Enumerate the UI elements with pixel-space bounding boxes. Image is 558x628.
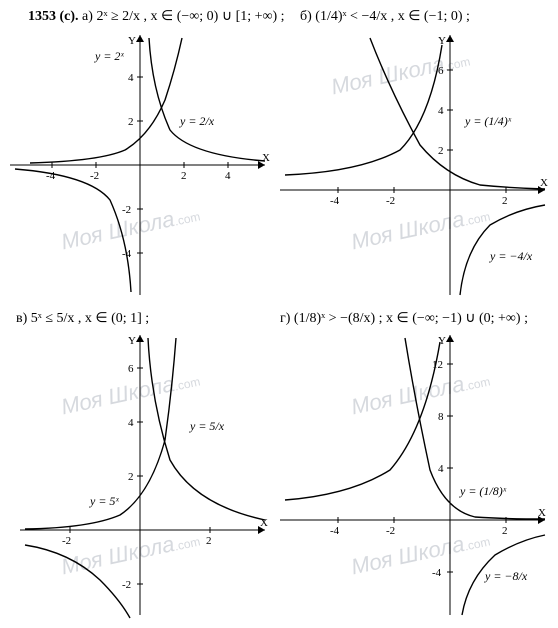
problem-header-b: б) (1/4)ˣ < −4/x , x ∈ (−1; 0) ; (300, 8, 470, 25)
chart-d: X Y -4 -2 2 4 8 12 -4 y = (1/8)ˣ y = −8/… (280, 330, 550, 620)
svg-text:4: 4 (438, 105, 444, 117)
svg-text:8: 8 (438, 411, 444, 423)
problem-header-c: в) 5ˣ ≤ 5/x , x ∈ (0; 1] ; (16, 310, 149, 327)
svg-text:-2: -2 (62, 535, 71, 547)
svg-text:2: 2 (181, 170, 187, 182)
svg-text:2: 2 (206, 535, 212, 547)
svg-text:4: 4 (438, 463, 444, 475)
svg-text:4: 4 (128, 72, 134, 84)
svg-text:X: X (540, 177, 548, 189)
curve-label-exp: y = (1/8)ˣ (459, 484, 507, 498)
svg-text:2: 2 (438, 145, 444, 157)
part-a-expr: 2ˣ ≥ 2/x , x ∈ (−∞; 0) ∪ [1; +∞) ; (96, 9, 284, 24)
svg-text:2: 2 (128, 471, 134, 483)
svg-text:-4: -4 (330, 195, 340, 207)
chart-b: X Y -4 -2 2 2 4 6 y = (1/4)ˣ y = −4/x (280, 30, 550, 300)
part-d-expr: (1/8)ˣ > −(8/x) ; x ∈ (−∞; −1) ∪ (0; +∞)… (294, 311, 528, 326)
curve-label-exp: y = 5ˣ (89, 494, 119, 508)
part-b-expr: (1/4)ˣ < −4/x , x ∈ (−1; 0) ; (315, 9, 470, 24)
svg-text:2: 2 (128, 116, 134, 128)
svg-text:-2: -2 (386, 525, 395, 537)
svg-text:-2: -2 (122, 579, 131, 591)
svg-text:-2: -2 (90, 170, 99, 182)
svg-text:2: 2 (502, 195, 508, 207)
part-c-expr: 5ˣ ≤ 5/x , x ∈ (0; 1] ; (31, 311, 149, 326)
part-b-label: б) (300, 9, 312, 24)
problem-number: 1353 (c). (28, 9, 79, 24)
svg-text:Y: Y (128, 35, 136, 47)
curve-label-exp: y = (1/4)ˣ (464, 114, 512, 128)
part-d-label: г) (280, 311, 290, 326)
svg-text:Y: Y (128, 335, 136, 347)
curve-label-hyp: y = 2/x (179, 114, 215, 128)
svg-text:6: 6 (438, 65, 444, 77)
svg-text:X: X (538, 507, 546, 519)
svg-text:X: X (262, 152, 270, 164)
svg-text:-2: -2 (122, 204, 131, 216)
page: Моя Школа.com Моя Школа.com Моя Школа.co… (0, 0, 558, 628)
svg-text:2: 2 (502, 525, 508, 537)
chart-c: X Y -2 2 2 4 6 -2 y = 5ˣ y = 5/x (20, 330, 270, 620)
svg-text:4: 4 (225, 170, 231, 182)
chart-a: X Y -4 -2 2 4 4 2 -2 -4 y = 2ˣ y = 2/x (10, 30, 270, 300)
svg-text:-4: -4 (432, 567, 442, 579)
svg-text:4: 4 (128, 417, 134, 429)
curve-label-hyp: y = 5/x (189, 419, 225, 433)
svg-text:6: 6 (128, 363, 134, 375)
problem-header-d: г) (1/8)ˣ > −(8/x) ; x ∈ (−∞; −1) ∪ (0; … (280, 310, 528, 327)
svg-text:-4: -4 (330, 525, 340, 537)
part-c-label: в) (16, 311, 27, 326)
curve-label-hyp: y = −4/x (489, 249, 533, 263)
part-a-label: а) (82, 9, 93, 24)
svg-text:-2: -2 (386, 195, 395, 207)
problem-header-a: 1353 (c). а) 2ˣ ≥ 2/x , x ∈ (−∞; 0) ∪ [1… (28, 8, 285, 25)
svg-text:-4: -4 (46, 170, 56, 182)
curve-label-exp: y = 2ˣ (94, 49, 124, 63)
curve-label-hyp: y = −8/x (484, 569, 528, 583)
svg-text:12: 12 (432, 359, 443, 371)
